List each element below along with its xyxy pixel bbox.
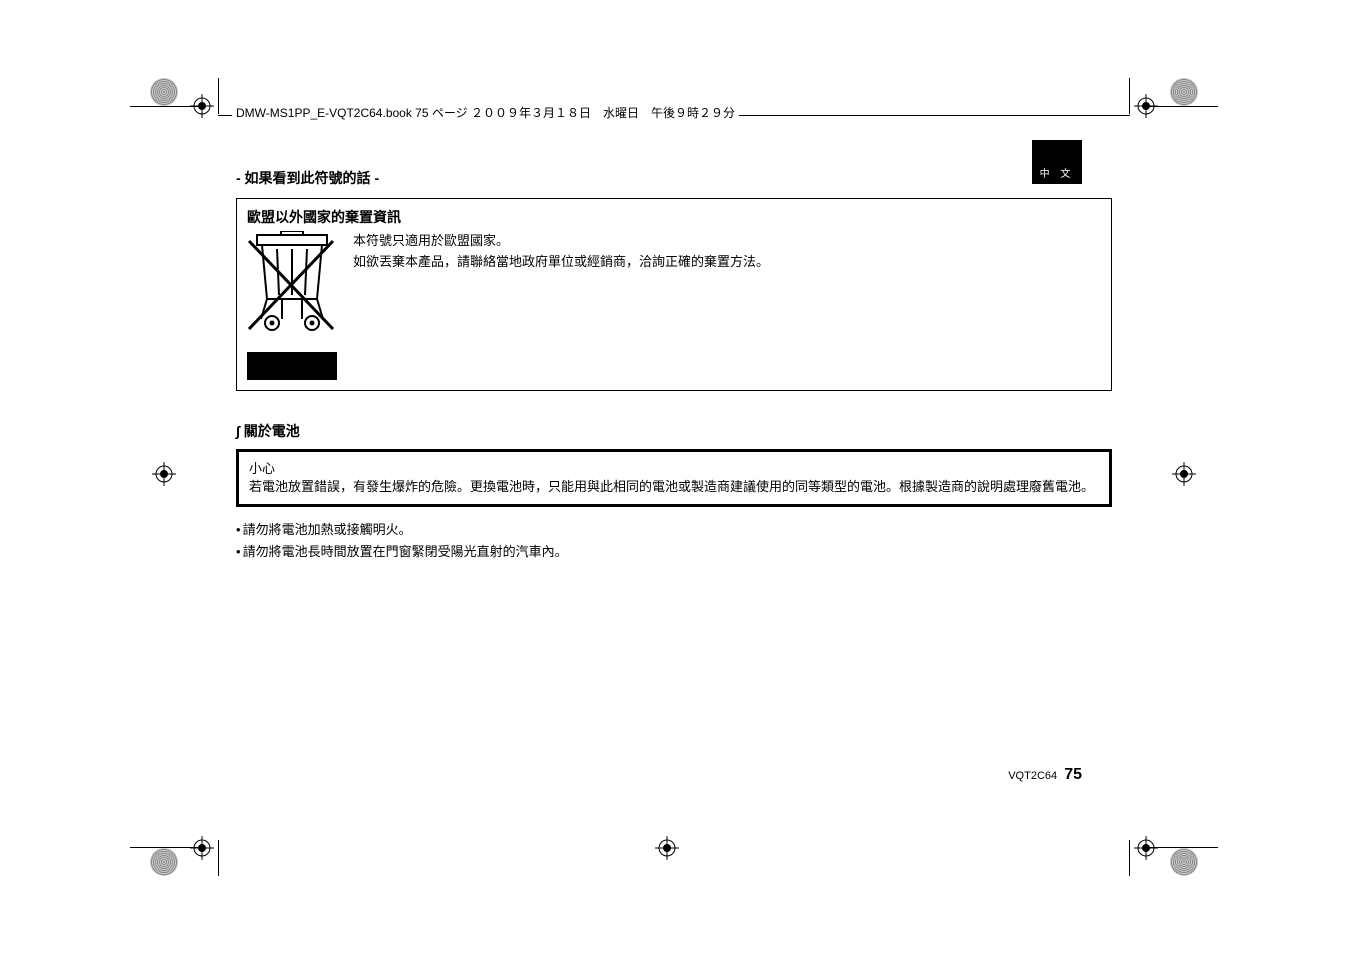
disposal-line2: 如欲丟棄本產品，請聯絡當地政府單位或經銷商，洽詢正確的棄置方法。 bbox=[353, 252, 1101, 273]
weee-bin-icon bbox=[247, 231, 337, 346]
crop-line bbox=[1150, 106, 1218, 107]
header-filename: DMW-MS1PP_E-VQT2C64.book 75 ページ ２００９年３月１… bbox=[232, 104, 739, 121]
section-title-symbol: - 如果看到此符號的話 - bbox=[236, 168, 1112, 188]
disposal-text: 本符號只適用於歐盟國家。 如欲丟棄本產品，請聯絡當地政府單位或經銷商，洽詢正確的… bbox=[353, 231, 1101, 380]
page-number: 75 bbox=[1064, 766, 1082, 783]
battery-heading: ∫ 關於電池 bbox=[236, 421, 1112, 441]
crop-mark-circle bbox=[1170, 848, 1198, 876]
registration-mark-icon bbox=[655, 836, 679, 860]
bullet-list: 請勿將電池加熱或接觸明火。 請勿將電池長時間放置在門窗緊閉受陽光直射的汽車內。 bbox=[236, 519, 1112, 563]
caution-title: 小心 bbox=[249, 458, 1099, 477]
crop-line bbox=[130, 106, 198, 107]
crop-mark-circle bbox=[150, 78, 178, 106]
crop-line bbox=[218, 78, 219, 114]
crop-line bbox=[130, 847, 198, 848]
crop-mark-circle bbox=[1170, 78, 1198, 106]
caution-text: 若電池放置錯誤，有發生爆炸的危險。更換電池時，只能用與此相同的電池或製造商建議使… bbox=[249, 477, 1099, 498]
crop-line bbox=[218, 840, 219, 876]
registration-mark-icon bbox=[1134, 836, 1158, 860]
registration-mark-icon bbox=[1172, 462, 1196, 486]
disposal-line1: 本符號只適用於歐盟國家。 bbox=[353, 231, 1101, 252]
page-footer: VQT2C64 75 bbox=[1008, 766, 1082, 784]
disposal-box-title: 歐盟以外國家的棄置資訊 bbox=[247, 207, 1101, 227]
crop-mark-circle bbox=[150, 848, 178, 876]
crop-line bbox=[1129, 840, 1130, 876]
bullet-item: 請勿將電池加熱或接觸明火。 bbox=[236, 519, 1112, 541]
registration-mark-icon bbox=[152, 462, 176, 486]
black-bar bbox=[247, 352, 337, 380]
crop-line bbox=[1150, 847, 1218, 848]
caution-box: 小心 若電池放置錯誤，有發生爆炸的危險。更換電池時，只能用與此相同的電池或製造商… bbox=[236, 449, 1112, 507]
registration-mark-icon bbox=[190, 836, 214, 860]
crop-line bbox=[1129, 78, 1130, 114]
disposal-info-box: 歐盟以外國家的棄置資訊 bbox=[236, 198, 1112, 391]
bullet-item: 請勿將電池長時間放置在門窗緊閉受陽光直射的汽車內。 bbox=[236, 541, 1112, 563]
footer-code: VQT2C64 bbox=[1008, 770, 1057, 782]
